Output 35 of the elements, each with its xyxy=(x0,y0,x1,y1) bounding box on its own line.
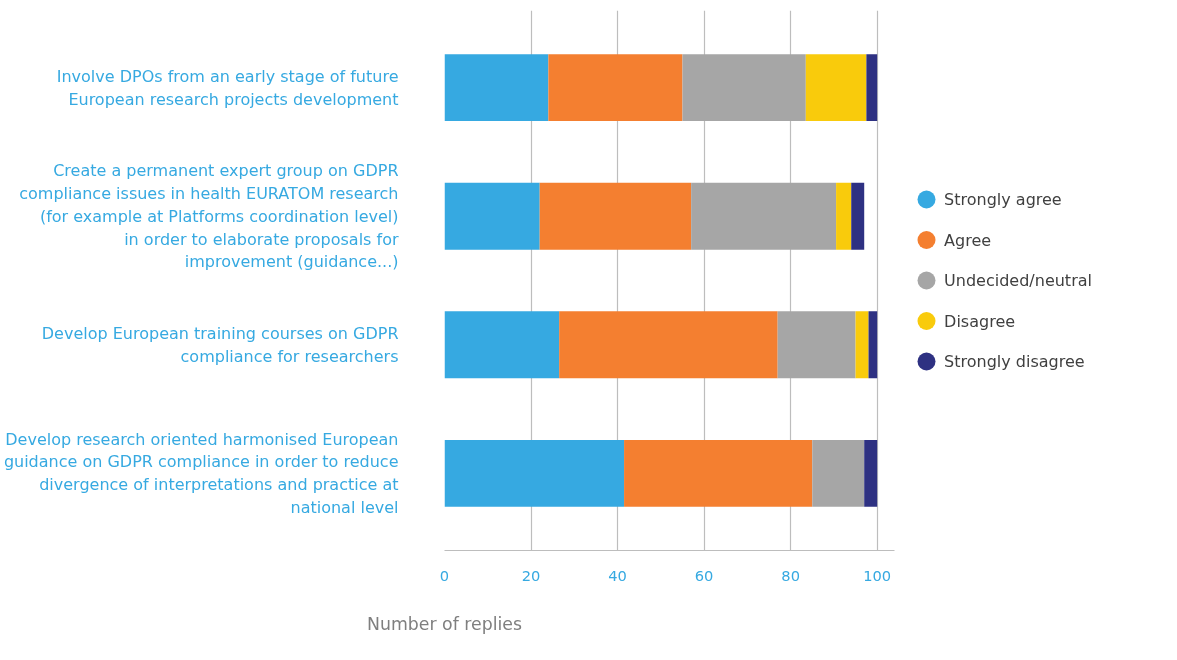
bar xyxy=(624,439,813,507)
x-tick-label: 80 xyxy=(781,566,800,584)
legend-label: Strongly agree xyxy=(944,190,1062,209)
y-tick-label: Involve DPOs from an early stage of future European research projects development xyxy=(56,66,399,109)
legend-label: Undecided/neutral xyxy=(944,271,1092,290)
legend-label: Strongly disagree xyxy=(944,352,1085,371)
bar xyxy=(691,182,837,250)
y-tick-label: Develop research oriented harmonised European guidance on GDPR compliance in order to reduce divergence of interpretations and practice at national level xyxy=(3,429,399,518)
bar xyxy=(851,182,865,250)
bar xyxy=(444,182,540,250)
bar xyxy=(777,311,856,379)
bar xyxy=(805,54,867,122)
x-axis-title: Number of replies xyxy=(366,613,523,634)
bar xyxy=(864,439,878,507)
x-tick-label: 60 xyxy=(694,566,714,584)
bar xyxy=(444,439,625,507)
bar xyxy=(866,54,878,122)
bar xyxy=(682,54,806,122)
y-tick-label: Create a permanent expert group on GDPR compliance issues in health EURATOM research (for example at Platforms coordination level) in order to elaborate proposals for improvement (guidance...) xyxy=(19,161,399,272)
bar xyxy=(836,182,852,250)
legend-label: Disagree xyxy=(944,311,1016,331)
bar xyxy=(548,54,683,122)
x-tick-label: 100 xyxy=(863,566,892,584)
x-tick-label: 0 xyxy=(439,566,450,584)
legend-label: Agree xyxy=(944,230,992,250)
bar xyxy=(559,311,778,379)
bar xyxy=(868,311,878,379)
x-tick-label: 20 xyxy=(521,566,541,584)
bar xyxy=(539,182,692,250)
bar xyxy=(855,311,869,379)
bar xyxy=(444,311,560,379)
x-tick-label: 40 xyxy=(608,566,627,584)
y-tick-label: Develop European training courses on GDPR compliance for researchers xyxy=(41,323,399,366)
bar xyxy=(444,54,549,122)
bar xyxy=(812,439,865,507)
